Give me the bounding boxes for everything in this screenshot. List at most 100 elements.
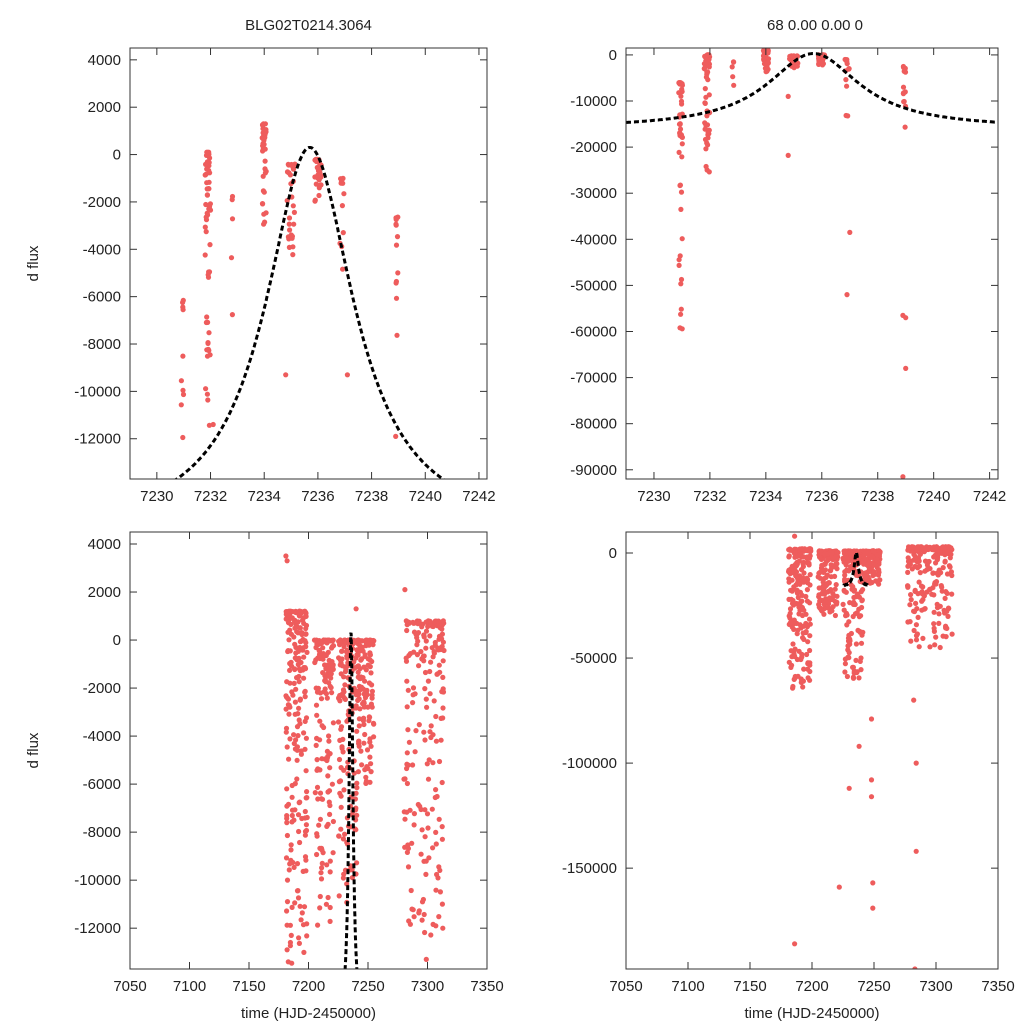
data-point	[817, 598, 823, 604]
data-point	[423, 696, 429, 702]
data-point	[834, 599, 840, 605]
data-point	[204, 353, 211, 359]
y-tick-label: -10000	[74, 383, 121, 400]
data-point	[421, 858, 427, 864]
panel-1: 7230 7232 7234 7236 7238 7240 7242 4000 2000 0 -20…	[25, 17, 496, 505]
panel-4: 7050 7100 7150 7200 7250 7300 7350 0 -50000 -1000…	[562, 531, 1015, 1022]
data-point	[356, 691, 362, 697]
data-point	[440, 925, 446, 931]
data-point	[287, 227, 293, 233]
data-point	[290, 203, 296, 209]
data-point	[433, 841, 439, 847]
data-point	[203, 217, 210, 223]
data-point	[204, 314, 210, 320]
data-point	[842, 576, 848, 582]
data-point	[798, 567, 805, 573]
data-point	[431, 649, 437, 655]
data-point	[319, 865, 325, 871]
data-point	[180, 307, 186, 313]
data-point	[405, 842, 411, 848]
data-point	[412, 620, 418, 626]
data-point	[291, 680, 297, 687]
data-point	[327, 802, 333, 809]
data-point	[286, 867, 292, 873]
data-point	[301, 665, 307, 671]
data-point	[786, 579, 792, 585]
panel-2: 7230 7232 7234 7236 7238 7240 7242 0 -10000 -2000…	[570, 17, 1006, 505]
data-point	[433, 713, 439, 720]
data-point	[360, 701, 366, 707]
data-point	[927, 566, 933, 572]
data-point	[804, 624, 811, 630]
data-point	[285, 959, 291, 965]
data-point	[430, 845, 436, 851]
data-point	[913, 600, 919, 607]
data-point	[677, 182, 684, 188]
data-point	[368, 769, 374, 775]
data-point	[296, 935, 302, 941]
data-point	[323, 691, 329, 697]
x-tick-label: 7234	[248, 488, 281, 505]
data-point	[729, 64, 735, 70]
data-point	[940, 565, 946, 571]
data-point	[341, 767, 347, 773]
data-point	[858, 589, 864, 595]
data-point	[357, 687, 363, 693]
data-point	[317, 737, 323, 743]
data-point	[298, 610, 304, 616]
data-point	[205, 397, 211, 403]
data-point	[439, 779, 445, 786]
data-point	[913, 848, 919, 854]
data-point	[290, 252, 296, 258]
data-point	[798, 679, 804, 686]
data-point	[868, 777, 875, 783]
data-point	[371, 721, 377, 727]
data-point	[859, 597, 865, 603]
y-tick-label: -6000	[83, 289, 121, 306]
data-point	[847, 600, 853, 606]
data-point	[867, 565, 873, 571]
data-point	[761, 56, 767, 62]
data-point	[438, 737, 444, 743]
data-point	[949, 631, 955, 637]
x-tick-label: 7230	[140, 488, 173, 505]
data-point	[870, 548, 876, 554]
data-point	[296, 717, 302, 723]
data-point	[341, 674, 347, 680]
y-tick-label: 4000	[88, 52, 121, 69]
data-point	[410, 700, 416, 706]
data-point	[283, 553, 289, 559]
data-point	[303, 822, 309, 828]
data-point	[934, 544, 940, 550]
data-point	[291, 634, 297, 640]
data-point	[905, 584, 911, 590]
data-point	[843, 562, 849, 568]
data-point	[229, 216, 236, 222]
plot-frame	[625, 47, 999, 480]
data-point	[418, 851, 424, 857]
data-point	[806, 562, 812, 568]
data-point	[730, 74, 736, 80]
model-curve	[626, 52, 998, 124]
y-tick-label: -2000	[83, 680, 121, 697]
data-point	[341, 644, 347, 650]
data-point	[342, 696, 348, 703]
data-point	[944, 608, 950, 614]
data-point	[314, 851, 320, 858]
data-point	[338, 804, 344, 810]
data-point	[424, 811, 431, 817]
data-point	[404, 809, 410, 815]
data-point	[856, 593, 862, 600]
data-point	[356, 696, 362, 702]
data-point	[927, 644, 933, 650]
data-point	[404, 750, 410, 756]
data-point	[873, 562, 879, 568]
data-point	[204, 149, 210, 155]
data-point	[423, 638, 429, 644]
data-point	[393, 295, 400, 301]
data-point	[402, 816, 408, 822]
data-point	[393, 215, 399, 221]
data-point	[327, 751, 333, 757]
data-point	[412, 691, 418, 697]
data-point	[830, 604, 836, 610]
